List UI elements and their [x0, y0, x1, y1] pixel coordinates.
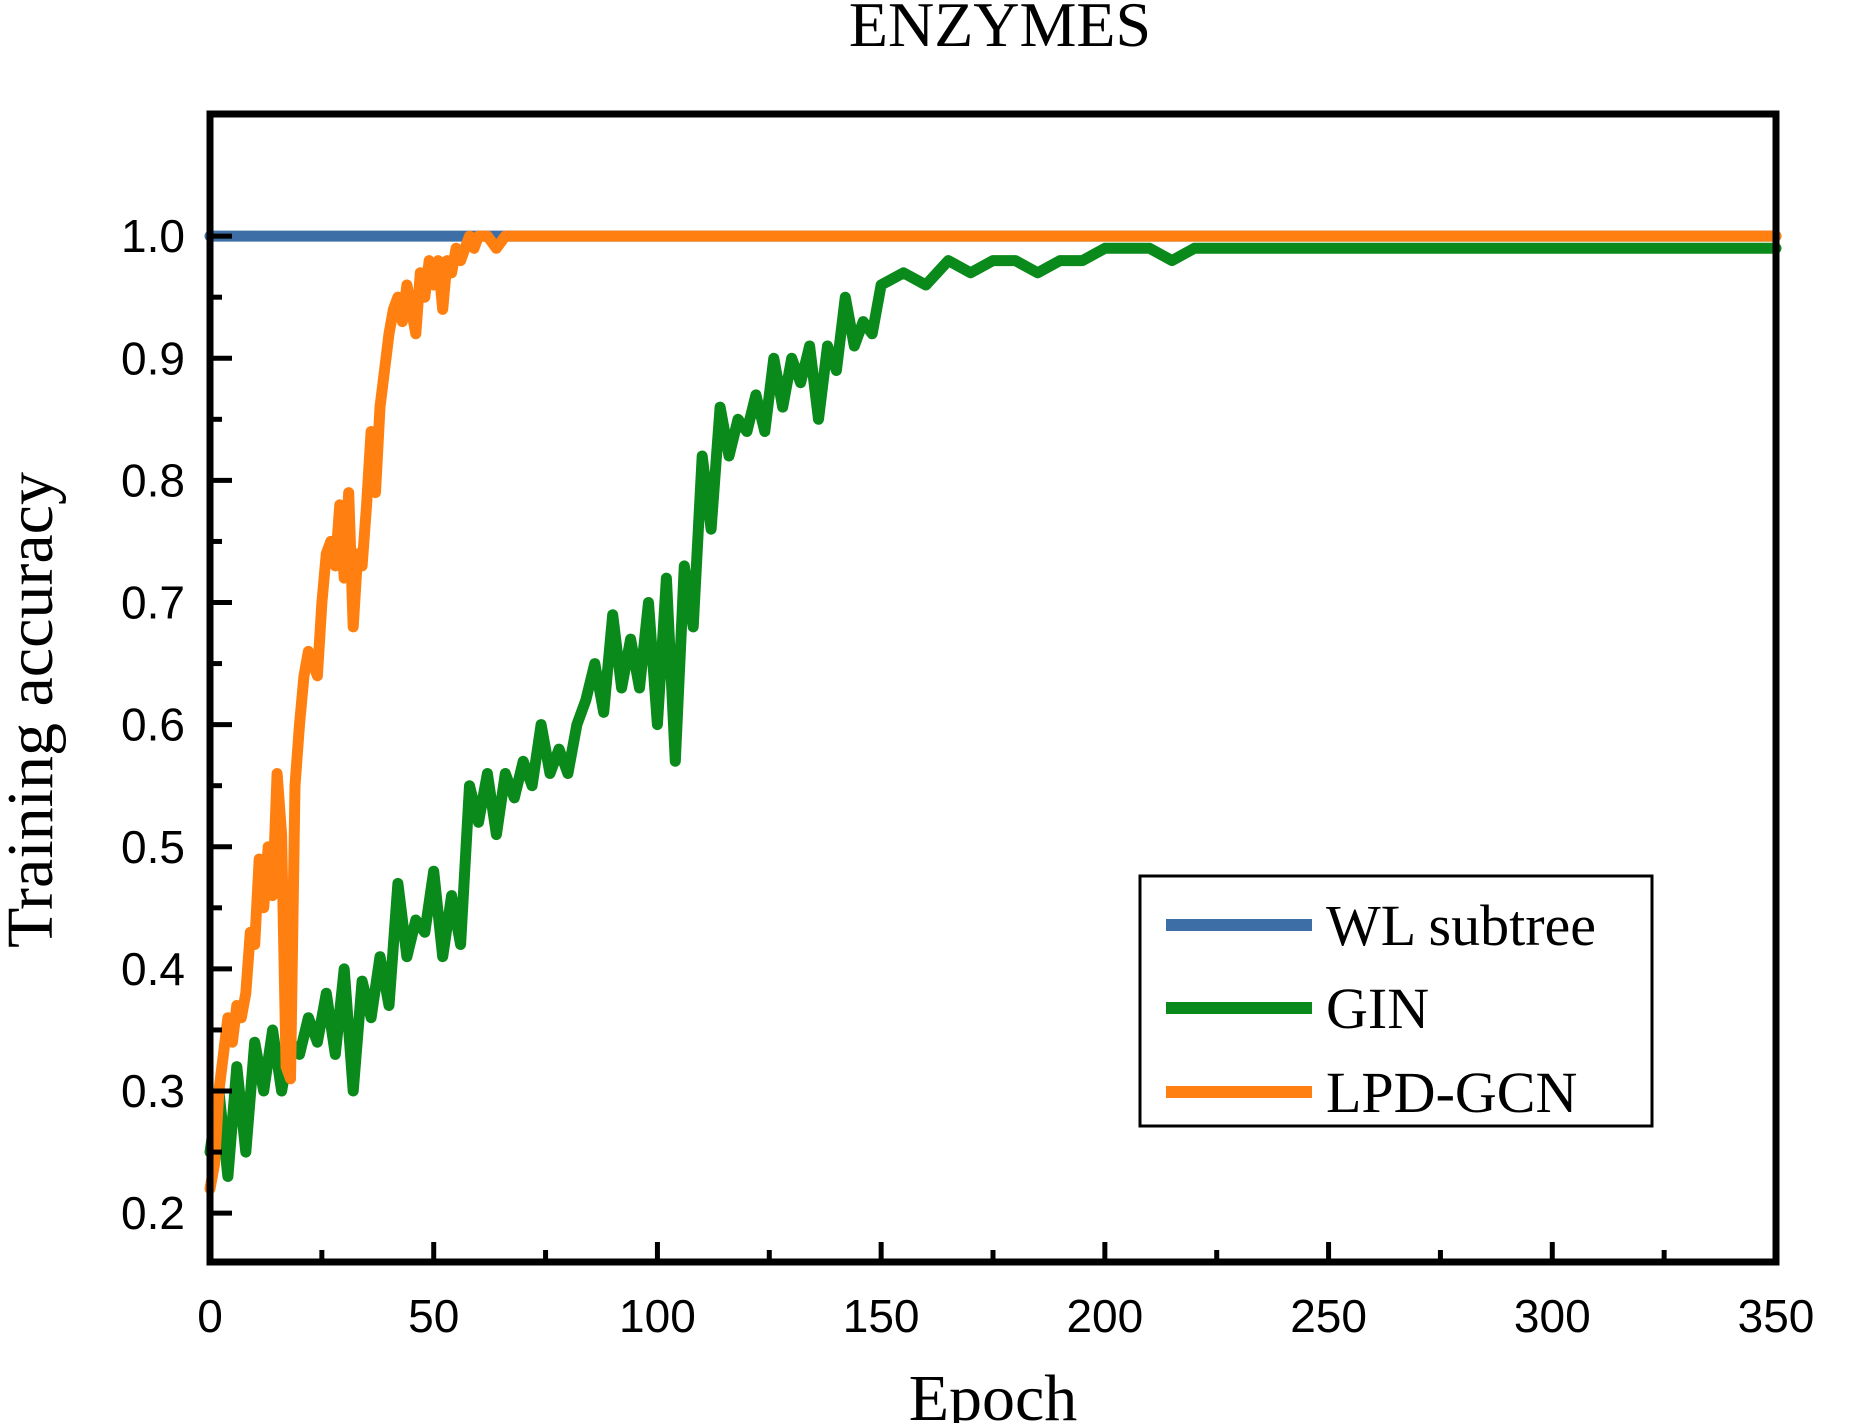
legend: WL subtree GIN LPD-GCN	[1138, 874, 1654, 1128]
x-tick-label: 300	[1514, 1290, 1591, 1342]
legend-label-wl-subtree: WL subtree	[1326, 893, 1596, 958]
x-tick-label: 100	[619, 1290, 696, 1342]
y-tick-label: 0.2	[121, 1187, 185, 1239]
x-tick-label: 0	[197, 1290, 223, 1342]
legend-box	[1138, 874, 1654, 1128]
legend-label-lpd-gcn: LPD-GCN	[1326, 1060, 1577, 1125]
y-tick-label: 0.7	[121, 577, 185, 629]
y-tick-label: 0.9	[121, 332, 185, 384]
chart-title: ENZYMES	[849, 0, 1151, 60]
y-tick-label: 1.0	[121, 210, 185, 262]
x-axis-label: Epoch	[909, 1362, 1078, 1423]
y-tick-label: 0.6	[121, 699, 185, 751]
x-tick-label: 200	[1066, 1290, 1143, 1342]
x-tick-label: 350	[1738, 1290, 1815, 1342]
x-tick-label: 150	[843, 1290, 920, 1342]
y-tick-label: 0.4	[121, 943, 185, 995]
y-axis-label: Training accuracy	[0, 472, 67, 948]
series-layer	[204, 230, 1782, 1195]
x-tick-label: 250	[1290, 1290, 1367, 1342]
x-tick-label: 50	[408, 1290, 459, 1342]
y-tick-label: 0.3	[121, 1065, 185, 1117]
y-tick-label: 0.5	[121, 821, 185, 873]
series-line-gin	[204, 242, 1782, 1182]
series-line-lpd-gcn	[204, 230, 1782, 1195]
legend-label-gin: GIN	[1326, 976, 1429, 1041]
y-tick-label: 0.8	[121, 454, 185, 506]
ticks-layer: 0 50 100 150 200 250 300 350 0.2 0.3 0.4 0.5 0.6 0.7 0…	[121, 210, 1814, 1342]
